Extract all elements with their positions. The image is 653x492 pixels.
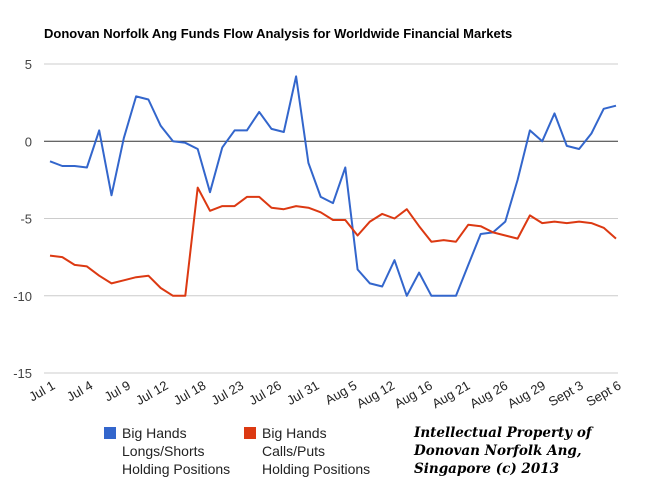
legend-red-line2: Calls/Puts [262, 443, 326, 459]
x-tick-label: Aug 21 [429, 378, 472, 412]
legend-red-line3: Holding Positions [262, 461, 371, 477]
legend-swatch-red [244, 427, 256, 439]
credit-line3: Singapore (c) 2013 [414, 461, 559, 477]
credit-line1: Intellectual Property of [414, 425, 592, 441]
x-tick-label: Jul 12 [133, 378, 171, 408]
x-tick-label: Jul 23 [209, 378, 247, 408]
legend-blue-line3: Holding Positions [122, 461, 231, 477]
y-tick-label: -15 [13, 366, 32, 381]
x-tick-label: Jul 18 [171, 378, 209, 408]
x-tick-label: Aug 26 [467, 378, 510, 412]
x-tick-label: Sept 6 [583, 378, 623, 410]
legend-blue-line1: Big Hands [122, 425, 187, 441]
x-axis-tick-labels: Jul 1 Jul 4 Jul 9 Jul 12 Jul 18 Jul 23 Jul 26 J… [26, 378, 623, 412]
x-tick-label: Aug 12 [354, 378, 397, 412]
credit-line2: Donovan Norfolk Ang, [414, 443, 582, 459]
copyright-notice: Intellectual Property of Donovan Norfolk… [414, 424, 649, 478]
legend-swatch-blue [104, 427, 116, 439]
legend-red-line1: Big Hands [262, 425, 327, 441]
y-tick-label: -5 [20, 212, 32, 227]
x-tick-label: Jul 26 [246, 378, 284, 408]
y-tick-label: 5 [25, 57, 32, 72]
x-tick-label: Aug 29 [505, 378, 548, 412]
x-tick-label: Jul 9 [102, 378, 133, 405]
x-tick-label: Sept 3 [546, 378, 586, 410]
y-axis-tick-labels: 5 0 -5 -10 -15 [13, 57, 32, 381]
legend-entry-longs-shorts[interactable]: Big Hands Longs/Shorts Holding Positions [104, 424, 230, 478]
legend-entry-calls-puts[interactable]: Big Hands Calls/Puts Holding Positions [244, 424, 370, 478]
chart-title: Donovan Norfolk Ang Funds Flow Analysis … [44, 26, 512, 41]
x-tick-label: Jul 31 [284, 378, 322, 408]
legend-blue-line2: Longs/Shorts [122, 443, 205, 459]
series-line-longs-shorts[interactable] [49, 75, 617, 297]
x-tick-label: Aug 16 [392, 378, 435, 412]
x-tick-label: Jul 1 [26, 378, 57, 405]
series-line-calls-puts[interactable] [49, 186, 617, 297]
x-tick-label: Aug 5 [322, 378, 359, 408]
series-lines [49, 75, 617, 297]
x-tick-label: Jul 4 [64, 378, 95, 405]
y-tick-label: -10 [13, 289, 32, 304]
y-tick-label: 0 [25, 134, 32, 149]
